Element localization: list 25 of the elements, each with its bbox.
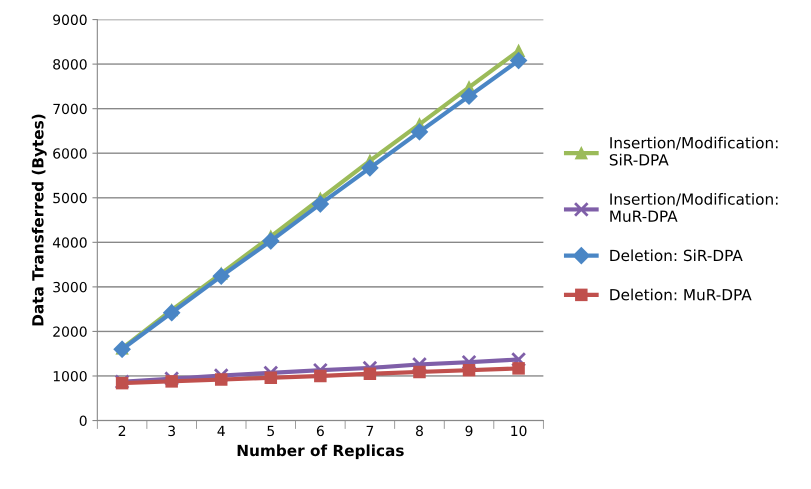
legend-label: Insertion/Modification: MuR-DPA bbox=[610, 193, 778, 222]
x-tick-label: 9 bbox=[465, 426, 472, 436]
y-tick-label: 7000 bbox=[53, 104, 87, 114]
y-axis-title: Data Transferred (Bytes) bbox=[32, 114, 47, 326]
y-tick-label: 6000 bbox=[53, 148, 87, 159]
y-tick-label: 3000 bbox=[53, 282, 87, 292]
legend-label: Deletion: SiR-DPA bbox=[610, 249, 743, 262]
x-tick-label: 7 bbox=[366, 426, 374, 436]
x-tick-label: 3 bbox=[168, 426, 175, 436]
y-tick-label: 4000 bbox=[52, 237, 87, 248]
x-tick-label: 4 bbox=[217, 426, 225, 436]
y-tick-label: 1000 bbox=[54, 370, 87, 382]
y-tick-label: 9000 bbox=[53, 14, 87, 26]
y-tick-label: 8000 bbox=[53, 59, 87, 70]
x-tick-label: 5 bbox=[267, 426, 274, 436]
x-axis-title: Number of Replicas bbox=[238, 444, 404, 460]
y-tick-label: 5000 bbox=[53, 192, 87, 204]
x-tick-label: 10 bbox=[511, 426, 527, 436]
legend-label: Insertion/Modification: SiR-DPA bbox=[610, 136, 778, 166]
x-tick-label: 2 bbox=[118, 426, 126, 436]
y-tick-label: 2000 bbox=[53, 326, 87, 337]
x-tick-label: 6 bbox=[316, 426, 324, 436]
legend-label: Deletion: MuR-DPA bbox=[610, 288, 752, 300]
x-tick-label: 8 bbox=[416, 426, 423, 436]
y-tick-label: 0 bbox=[80, 416, 87, 426]
